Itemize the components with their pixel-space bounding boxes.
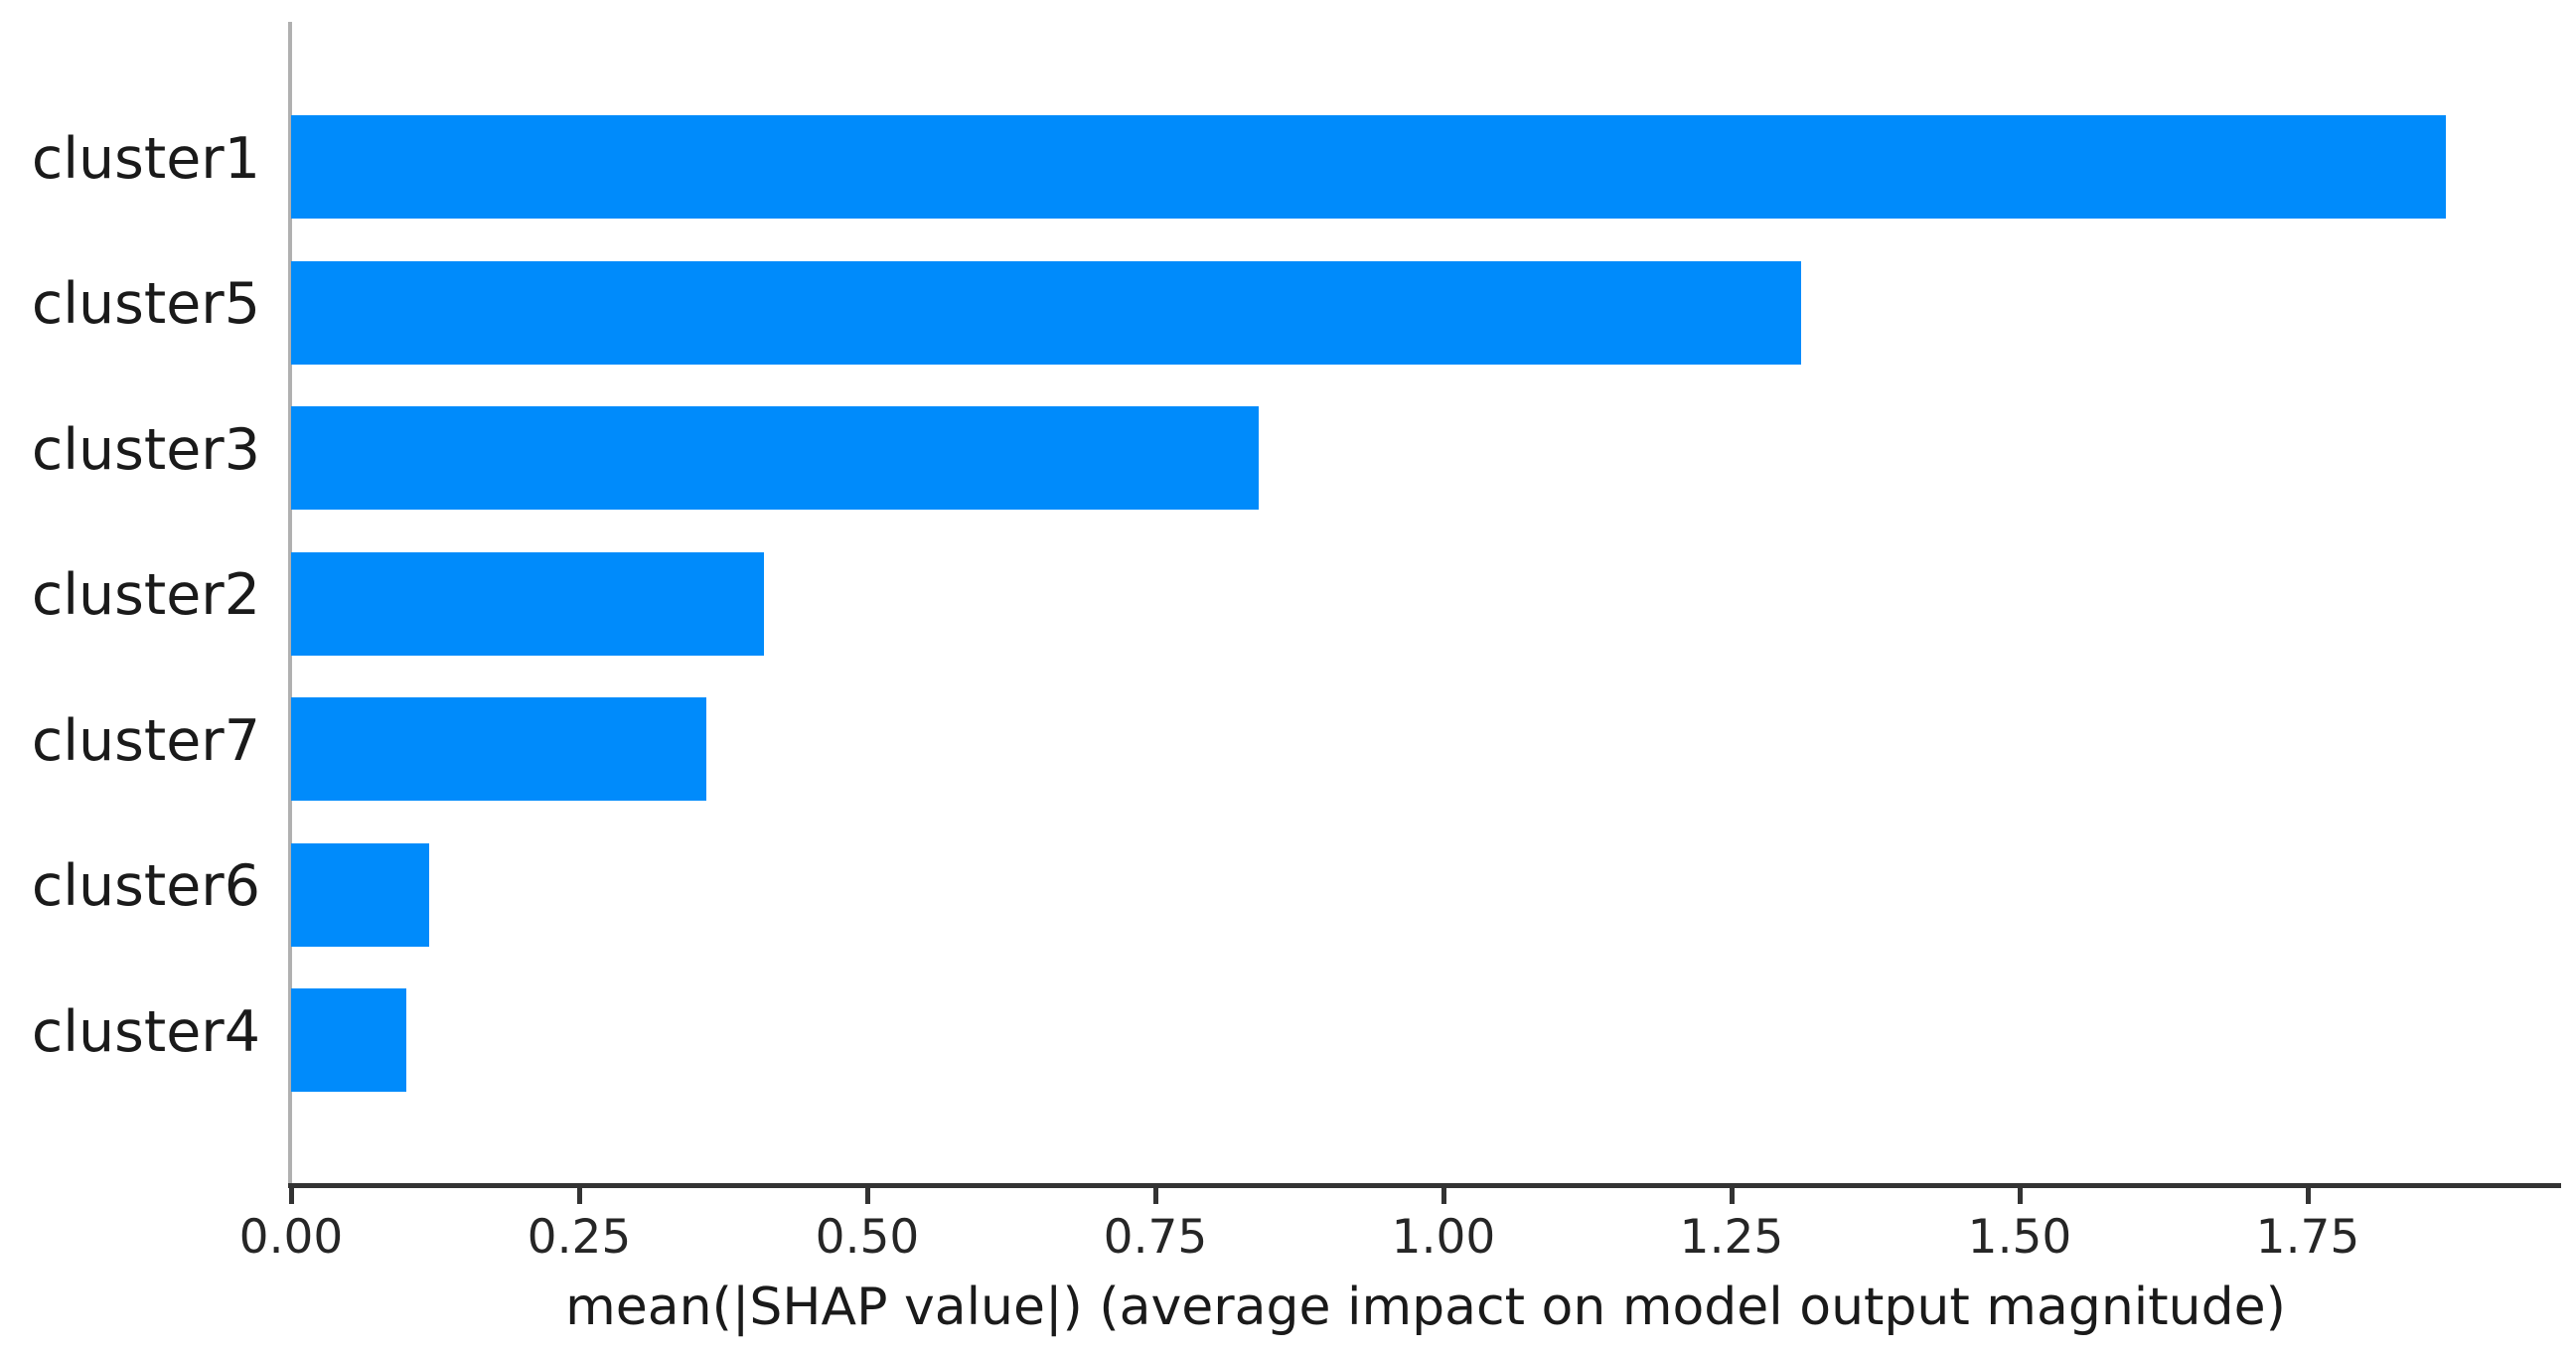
bar-cluster6	[291, 843, 429, 947]
x-tick-mark-0.75	[1153, 1188, 1158, 1204]
x-tick-mark-0.50	[865, 1188, 870, 1204]
x-tick-label-0.25: 0.25	[527, 1210, 632, 1265]
x-tick-mark-1.75	[2306, 1188, 2311, 1204]
x-tick-mark-1.25	[1730, 1188, 1735, 1204]
x-tick-label-1.25: 1.25	[1679, 1210, 1784, 1265]
x-tick-mark-1.50	[2018, 1188, 2023, 1204]
x-tick-mark-1.00	[1441, 1188, 1446, 1204]
zero-reference-line	[288, 22, 292, 1188]
y-tick-label-cluster5: cluster5	[31, 271, 260, 337]
x-tick-mark-0.00	[289, 1188, 294, 1204]
bar-cluster3	[291, 406, 1259, 510]
y-tick-label-cluster6: cluster6	[31, 853, 260, 919]
y-tick-label-cluster1: cluster1	[31, 126, 260, 192]
x-tick-label-1.50: 1.50	[1967, 1210, 2072, 1265]
bar-cluster7	[291, 697, 706, 801]
y-tick-label-cluster3: cluster3	[31, 417, 260, 483]
x-axis-title: mean(|SHAP value|) (average impact on mo…	[565, 1278, 2286, 1337]
bar-cluster5	[291, 261, 1801, 365]
x-tick-label-1.00: 1.00	[1391, 1210, 1496, 1265]
bar-cluster2	[291, 552, 764, 656]
x-tick-label-0.50: 0.50	[815, 1210, 920, 1265]
x-tick-label-0.75: 0.75	[1103, 1210, 1208, 1265]
x-tick-label-1.75: 1.75	[2255, 1210, 2360, 1265]
x-tick-mark-0.25	[577, 1188, 582, 1204]
y-tick-label-cluster7: cluster7	[31, 708, 260, 774]
y-tick-label-cluster4: cluster4	[31, 999, 260, 1065]
x-axis-spine	[288, 1183, 2561, 1188]
bar-cluster4	[291, 988, 406, 1092]
x-tick-label-0.00: 0.00	[238, 1210, 344, 1265]
bar-cluster1	[291, 115, 2446, 219]
y-tick-label-cluster2: cluster2	[31, 562, 260, 628]
